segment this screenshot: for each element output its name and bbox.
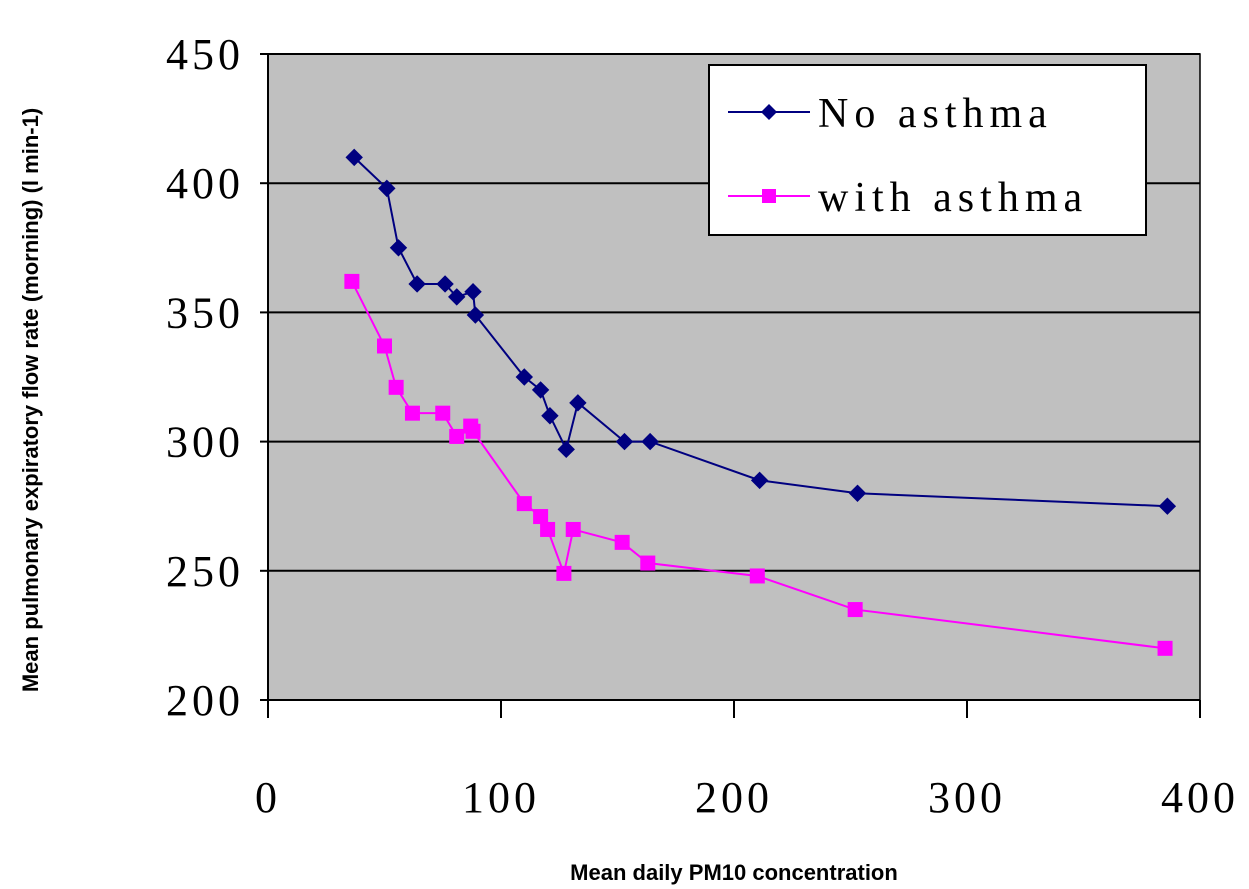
y-tick-label: 450 bbox=[166, 30, 244, 79]
data-point bbox=[378, 179, 396, 198]
data-point bbox=[448, 288, 466, 306]
data-point bbox=[614, 534, 630, 550]
data-point bbox=[531, 381, 550, 399]
legend-label: with asthma bbox=[818, 175, 1088, 221]
y-tick-label: 200 bbox=[166, 676, 244, 725]
data-point bbox=[389, 239, 408, 257]
legend-marker bbox=[761, 104, 777, 120]
data-point bbox=[533, 509, 549, 525]
legend: No asthma with asthma bbox=[708, 64, 1147, 236]
legend-entry: with asthma bbox=[728, 175, 1088, 221]
legend-box bbox=[708, 64, 1147, 236]
data-point bbox=[1157, 640, 1173, 656]
data-point bbox=[515, 368, 534, 386]
data-point bbox=[404, 405, 420, 421]
data-point bbox=[565, 521, 581, 537]
x-tick-labels: 0 100 200 300 400 bbox=[255, 773, 1239, 822]
y-tick-label: 350 bbox=[166, 288, 244, 337]
data-point bbox=[749, 568, 765, 584]
y-tick-label: 250 bbox=[166, 547, 244, 596]
data-point bbox=[557, 440, 575, 459]
y-tick-label: 400 bbox=[166, 159, 244, 208]
series-no-asthma bbox=[345, 148, 1177, 515]
legend-label: No asthma bbox=[818, 91, 1053, 137]
series-with-asthma bbox=[344, 273, 1173, 656]
legend-entry: No asthma bbox=[728, 91, 1053, 137]
gridlines bbox=[268, 53, 1200, 572]
x-tick-label: 400 bbox=[1161, 773, 1239, 822]
data-point bbox=[435, 405, 451, 421]
legend-marker bbox=[762, 189, 776, 203]
data-point bbox=[464, 283, 482, 301]
data-point bbox=[1158, 497, 1177, 515]
data-point bbox=[436, 275, 454, 293]
data-point bbox=[556, 565, 572, 581]
data-point bbox=[750, 471, 769, 490]
data-point bbox=[377, 338, 392, 354]
data-point bbox=[847, 602, 863, 618]
data-point bbox=[408, 275, 426, 293]
x-tick-label: 0 bbox=[255, 773, 281, 822]
data-point bbox=[388, 379, 404, 395]
data-point bbox=[516, 496, 532, 512]
data-point bbox=[615, 432, 634, 451]
y-tick-label: 300 bbox=[166, 418, 244, 467]
x-tick-label: 300 bbox=[928, 773, 1006, 822]
series-group bbox=[344, 148, 1177, 656]
data-point bbox=[345, 148, 363, 167]
data-point bbox=[569, 394, 587, 412]
data-point bbox=[344, 273, 360, 289]
data-point bbox=[540, 521, 556, 537]
data-point bbox=[449, 428, 465, 444]
x-axis-title: Mean daily PM10 concentration bbox=[570, 860, 898, 885]
y-tick-labels: 200 250 300 350 400 450 bbox=[166, 30, 244, 725]
data-point bbox=[641, 432, 659, 451]
data-point bbox=[541, 407, 559, 425]
x-tick-label: 200 bbox=[695, 773, 773, 822]
data-point bbox=[640, 555, 656, 571]
data-point bbox=[848, 484, 867, 502]
axes bbox=[260, 53, 1201, 718]
y-axis-title: Mean pulmonary expiratory flow rate (mor… bbox=[18, 108, 43, 692]
data-point bbox=[465, 423, 481, 439]
x-tick-label: 100 bbox=[462, 773, 540, 822]
data-point bbox=[466, 306, 485, 324]
series-line bbox=[353, 156, 1168, 508]
